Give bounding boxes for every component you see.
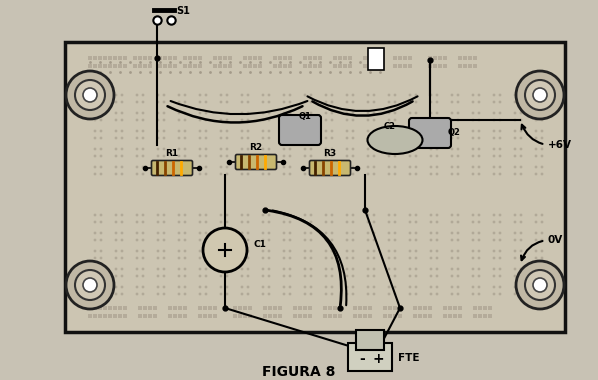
Bar bbox=[65, 42, 565, 332]
Circle shape bbox=[66, 261, 114, 309]
Circle shape bbox=[75, 80, 105, 110]
Text: +6V: +6V bbox=[521, 125, 572, 150]
Circle shape bbox=[83, 88, 97, 102]
Bar bbox=[348, 343, 392, 371]
Text: +: + bbox=[372, 352, 384, 366]
Circle shape bbox=[533, 278, 547, 292]
Circle shape bbox=[533, 88, 547, 102]
Text: -: - bbox=[359, 352, 365, 366]
Text: C2: C2 bbox=[384, 122, 396, 131]
Text: R2: R2 bbox=[249, 144, 263, 152]
Text: C1: C1 bbox=[253, 240, 266, 249]
Text: Q1: Q1 bbox=[298, 112, 312, 121]
FancyBboxPatch shape bbox=[151, 160, 193, 176]
FancyBboxPatch shape bbox=[310, 160, 350, 176]
Text: R1: R1 bbox=[166, 149, 179, 158]
Circle shape bbox=[83, 278, 97, 292]
Circle shape bbox=[66, 71, 114, 119]
Text: 0V: 0V bbox=[521, 235, 563, 260]
FancyBboxPatch shape bbox=[279, 115, 321, 145]
FancyBboxPatch shape bbox=[236, 155, 276, 169]
Text: R3: R3 bbox=[324, 149, 337, 158]
Text: FIGURA 8: FIGURA 8 bbox=[263, 365, 335, 379]
Circle shape bbox=[203, 228, 247, 272]
FancyBboxPatch shape bbox=[409, 118, 451, 148]
Circle shape bbox=[525, 270, 555, 300]
Circle shape bbox=[525, 80, 555, 110]
Text: S1: S1 bbox=[176, 6, 190, 16]
Bar bbox=[356, 330, 384, 350]
Circle shape bbox=[75, 270, 105, 300]
Circle shape bbox=[516, 261, 564, 309]
Ellipse shape bbox=[368, 126, 423, 154]
Text: Q2: Q2 bbox=[448, 128, 461, 138]
Circle shape bbox=[516, 71, 564, 119]
Bar bbox=[368, 48, 384, 70]
Text: FTE: FTE bbox=[398, 353, 420, 363]
